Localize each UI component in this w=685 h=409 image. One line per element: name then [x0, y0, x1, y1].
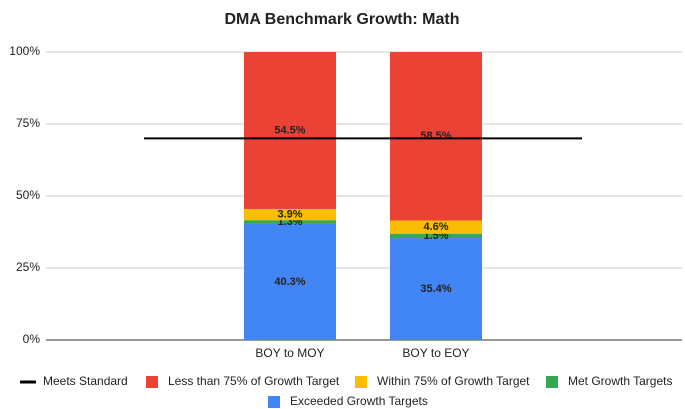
bar-segment: [244, 52, 336, 209]
data-label: 4.6%: [423, 221, 448, 233]
y-tick-label: 25%: [16, 260, 40, 274]
data-label: 58.5%: [420, 130, 451, 142]
legend-label: Exceeded Growth Targets: [290, 394, 428, 408]
bar-segment: [390, 220, 482, 234]
legend-marker: [355, 376, 367, 388]
legend-marker: [268, 396, 280, 408]
y-tick-label: 0%: [23, 332, 41, 346]
legend-marker: [546, 376, 558, 388]
bar-segment: [244, 223, 336, 340]
bar-segment: [390, 233, 482, 239]
bar-segment: [244, 208, 336, 221]
bar-segment: [244, 220, 336, 224]
x-tick-label: BOY to MOY: [255, 346, 324, 360]
legend-label: Less than 75% of Growth Target: [168, 374, 340, 388]
y-tick-label: 75%: [16, 116, 40, 130]
y-tick-label: 50%: [16, 188, 40, 202]
data-label: 3.9%: [277, 208, 302, 220]
data-label: 35.4%: [420, 283, 451, 295]
bar-segment: [390, 52, 482, 221]
bar-segment: [390, 238, 482, 340]
data-label: 40.3%: [274, 276, 305, 288]
legend-marker: [146, 376, 158, 388]
data-label: 54.5%: [274, 124, 305, 136]
chart-title: DMA Benchmark Growth: Math: [225, 11, 460, 28]
legend-label: Meets Standard: [43, 374, 128, 388]
x-tick-label: BOY to EOY: [402, 346, 469, 360]
legend-label: Within 75% of Growth Target: [377, 374, 530, 388]
legend-label: Met Growth Targets: [568, 374, 672, 388]
y-tick-label: 100%: [9, 44, 40, 58]
